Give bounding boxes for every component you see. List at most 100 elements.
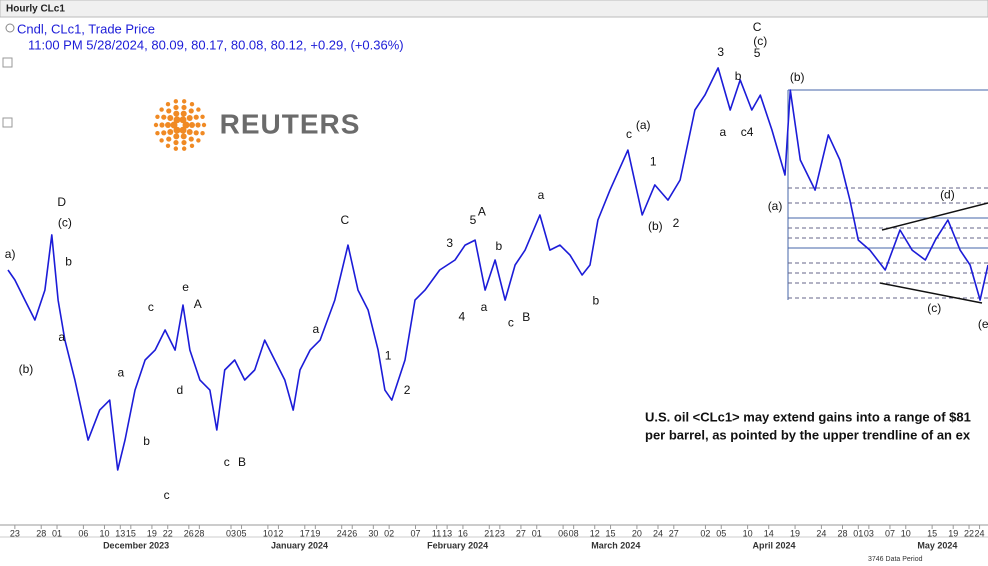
logo-dot bbox=[165, 143, 171, 148]
logo-dot bbox=[200, 114, 205, 119]
logo-dot bbox=[188, 136, 194, 142]
x-tick-label: 19 bbox=[948, 528, 958, 538]
logo-dot bbox=[161, 130, 167, 136]
x-tick-label: 06 bbox=[558, 528, 568, 538]
logo-dot bbox=[179, 116, 187, 124]
logo-dot bbox=[181, 139, 187, 146]
logo-dot bbox=[193, 114, 199, 120]
logo-dot bbox=[181, 99, 187, 104]
x-tick-label: 07 bbox=[410, 528, 420, 538]
legend-title: Cndl, CLc1, Trade Price bbox=[17, 21, 155, 36]
x-tick-label: 15 bbox=[606, 528, 616, 538]
x-tick-label: 11 bbox=[432, 528, 441, 538]
wave-label: b bbox=[495, 239, 502, 253]
trendline bbox=[881, 202, 988, 231]
wave-label: c bbox=[148, 300, 154, 314]
x-tick-label: 03 bbox=[226, 528, 236, 538]
wave-label: b bbox=[143, 434, 150, 448]
wave-label: (c) bbox=[927, 301, 941, 315]
logo-dot bbox=[166, 136, 172, 142]
title-bar bbox=[0, 0, 988, 18]
x-tick-label: 08 bbox=[569, 528, 579, 538]
wave-label: 4 bbox=[459, 309, 466, 323]
x-tick-label: 19 bbox=[147, 528, 157, 538]
wave-label: b bbox=[592, 293, 599, 307]
wave-label: 3 bbox=[717, 45, 724, 59]
wave-label: D bbox=[57, 195, 66, 209]
wave-label: (b) bbox=[648, 219, 663, 233]
wave-label: 5 bbox=[754, 46, 761, 60]
x-tick-label: 28 bbox=[194, 528, 204, 538]
legend-icon bbox=[5, 23, 15, 33]
wave-label: (d) bbox=[940, 187, 955, 201]
x-tick-label: 14 bbox=[764, 528, 774, 538]
wave-label: (c) bbox=[753, 34, 767, 48]
wave-label: a bbox=[313, 322, 320, 336]
x-tick-label: 12 bbox=[590, 528, 600, 538]
x-tick-label: 23 bbox=[10, 528, 20, 538]
logo-dot bbox=[188, 108, 194, 114]
x-tick-label: 01 bbox=[52, 528, 62, 538]
month-label: May 2024 bbox=[917, 540, 957, 550]
price-line bbox=[7, 67, 988, 471]
logo-dot bbox=[186, 129, 193, 136]
wave-label: (a) bbox=[768, 199, 783, 213]
logo-dot bbox=[155, 114, 160, 119]
logo-dot bbox=[196, 107, 201, 112]
wave-label: a bbox=[538, 188, 545, 202]
x-tick-label: 15 bbox=[927, 528, 937, 538]
collapse-icon[interactable] bbox=[2, 57, 13, 68]
logo-dot bbox=[189, 143, 195, 148]
logo-dot bbox=[186, 114, 193, 121]
wave-label: 2 bbox=[404, 383, 411, 397]
wave-label: 1 bbox=[385, 348, 392, 362]
x-tick-label: 27 bbox=[669, 528, 679, 538]
window-title: Hourly CLc1 bbox=[6, 4, 65, 15]
x-tick-label: 10 bbox=[263, 528, 273, 538]
logo-dot bbox=[189, 122, 195, 128]
x-tick-label: 01 bbox=[532, 528, 542, 538]
x-tick-label: 22 bbox=[964, 528, 974, 538]
wave-label: C bbox=[753, 20, 762, 34]
wave-label: e bbox=[182, 280, 189, 294]
x-tick-label: 24 bbox=[975, 528, 985, 538]
x-tick-label: 02 bbox=[700, 528, 710, 538]
wave-label: c bbox=[626, 127, 632, 141]
logo-dot bbox=[159, 122, 165, 128]
x-tick-label: 07 bbox=[885, 528, 895, 538]
wave-label: c4 bbox=[741, 125, 754, 139]
caption-line: U.S. oil <CLc1> may extend gains into a … bbox=[645, 409, 971, 424]
x-tick-label: 15 bbox=[126, 528, 136, 538]
reuters-logo: REUTERS bbox=[153, 99, 359, 151]
x-tick-label: 05 bbox=[237, 528, 247, 538]
logo-dot bbox=[180, 110, 187, 117]
logo-dot bbox=[182, 121, 190, 129]
logo-dot bbox=[173, 99, 179, 104]
logo-dot bbox=[201, 122, 207, 128]
logo-dot bbox=[167, 129, 174, 136]
wave-label: B bbox=[522, 310, 530, 324]
x-tick-label: 30 bbox=[368, 528, 378, 538]
legend-values: 11:00 PM 5/28/2024, 80.09, 80.17, 80.08,… bbox=[28, 37, 404, 52]
logo-dot bbox=[181, 104, 187, 111]
logo-dot bbox=[196, 138, 201, 143]
wave-label: c bbox=[164, 488, 170, 502]
wave-label: b bbox=[735, 69, 742, 83]
wave-label: a bbox=[719, 125, 726, 139]
logo-dot bbox=[195, 122, 201, 128]
x-tick-label: 02 bbox=[384, 528, 394, 538]
x-tick-label: 17 bbox=[300, 528, 310, 538]
logo-dot bbox=[153, 122, 159, 128]
logo-dot bbox=[181, 146, 187, 151]
wave-label: 5 bbox=[470, 213, 477, 227]
logo-dot bbox=[173, 110, 180, 117]
logo-dot bbox=[166, 108, 172, 114]
footer: 3746 Data Period bbox=[868, 556, 923, 563]
logo-dot bbox=[165, 122, 171, 128]
x-tick-label: 12 bbox=[273, 528, 283, 538]
wave-label: 2 bbox=[673, 216, 680, 230]
collapse-icon[interactable] bbox=[2, 117, 13, 128]
x-tick-label: 16 bbox=[458, 528, 468, 538]
wave-label: (b) bbox=[790, 70, 805, 84]
